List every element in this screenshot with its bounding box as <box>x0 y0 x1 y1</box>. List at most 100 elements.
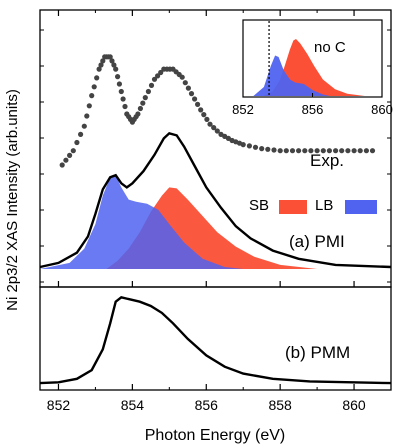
exp-point <box>155 73 161 79</box>
exp-point <box>140 100 146 106</box>
exp-point <box>296 148 302 154</box>
exp-point <box>265 146 271 152</box>
pmi-lb-area <box>40 175 244 269</box>
exp-point <box>185 85 191 91</box>
inset-axis-ticks: 852 856 860 <box>232 93 393 117</box>
exp-point <box>118 88 124 95</box>
exp-point <box>357 148 363 154</box>
axis-ticks: 852 854 856 858 860 <box>40 10 392 413</box>
exp-point <box>84 113 90 119</box>
exp-point <box>127 116 134 122</box>
exp-point <box>78 131 84 137</box>
exp-point <box>214 128 220 134</box>
x-tick-label: 860 <box>342 397 366 413</box>
inset-lb-area <box>253 55 330 96</box>
exp-point <box>89 93 95 99</box>
exp-point <box>133 114 139 120</box>
exp-point <box>204 116 210 122</box>
exp-point <box>236 140 243 146</box>
pmm-total-line <box>39 295 392 385</box>
exp-point <box>283 148 289 154</box>
exp-point <box>326 148 332 154</box>
exp-point <box>81 123 87 129</box>
exp-point <box>192 96 198 102</box>
exp-point <box>96 66 102 72</box>
exp-point <box>100 58 106 64</box>
exp-point <box>167 66 173 72</box>
exp-point <box>195 101 201 107</box>
pmi-label: (a) PMI <box>289 232 345 251</box>
exp-point <box>59 162 65 168</box>
exp-point <box>252 144 259 150</box>
exp-point <box>176 71 182 78</box>
exp-point <box>271 147 277 153</box>
exp-point <box>333 148 339 154</box>
exp-point <box>151 76 158 82</box>
exp-point <box>67 152 73 158</box>
exp-point <box>351 148 357 154</box>
x-axis-label: Photon Energy (eV) <box>145 427 286 444</box>
exp-point <box>109 58 115 64</box>
legend-lb-swatch <box>345 200 377 214</box>
pmm-label: (b) PMM <box>285 343 350 362</box>
exp-point <box>369 148 376 154</box>
legend-sb-swatch <box>279 200 307 214</box>
exp-point <box>320 148 326 154</box>
exp-point <box>201 112 207 118</box>
exp-point <box>345 148 351 154</box>
exp-point <box>137 105 143 112</box>
exp-point <box>113 66 119 72</box>
y-axis-label: Ni 2p3/2 XAS Intensity (arb.units) <box>4 89 21 311</box>
x-tick-label: 858 <box>268 397 292 413</box>
exp-point <box>145 88 151 95</box>
exp-point <box>259 146 265 152</box>
exp-point <box>207 121 213 127</box>
legend: SB LB <box>249 197 377 214</box>
exp-point <box>70 148 76 154</box>
exp-label: Exp. <box>310 151 344 170</box>
exp-point <box>182 80 188 86</box>
exp-point <box>105 54 111 60</box>
exp-point <box>116 81 122 87</box>
exp-point <box>86 103 92 109</box>
exp-point <box>314 148 320 154</box>
x-tick-label: 852 <box>47 397 71 413</box>
exp-point <box>198 107 204 113</box>
exp-point <box>63 157 69 163</box>
inset-x-tick-label: 852 <box>232 102 254 117</box>
bottom-panel-curves <box>39 295 392 385</box>
inset-label: no C <box>314 39 346 56</box>
exp-point <box>302 148 308 154</box>
bottom-panel-frame <box>39 286 392 391</box>
x-tick-label: 854 <box>121 397 145 413</box>
exp-point <box>225 135 231 141</box>
exp-point <box>98 62 104 68</box>
exp-point <box>122 103 128 110</box>
exp-point <box>74 139 80 146</box>
exp-point <box>308 148 314 154</box>
top-panel-curves <box>39 54 392 269</box>
inset-x-tick-label: 856 <box>302 102 324 117</box>
pmi-total-line <box>39 131 392 269</box>
inset-x-tick-label: 860 <box>371 102 393 117</box>
exp-point <box>289 148 296 154</box>
exp-point <box>94 75 100 81</box>
exp-point <box>188 91 195 97</box>
exp-point <box>211 125 217 131</box>
exp-point <box>363 148 369 154</box>
exp-point <box>91 84 97 90</box>
inset-curves <box>253 21 365 96</box>
exp-point <box>120 96 126 102</box>
legend-sb-label: SB <box>249 197 269 214</box>
exp-point <box>142 95 148 101</box>
exp-point <box>339 148 345 154</box>
x-tick-label: 856 <box>195 397 219 413</box>
exp-point <box>246 143 252 149</box>
exp-point <box>115 74 121 80</box>
exp-point <box>277 148 283 154</box>
exp-point <box>111 62 117 68</box>
legend-lb-label: LB <box>315 197 333 214</box>
exp-point <box>148 82 155 88</box>
exp-point <box>158 69 164 76</box>
